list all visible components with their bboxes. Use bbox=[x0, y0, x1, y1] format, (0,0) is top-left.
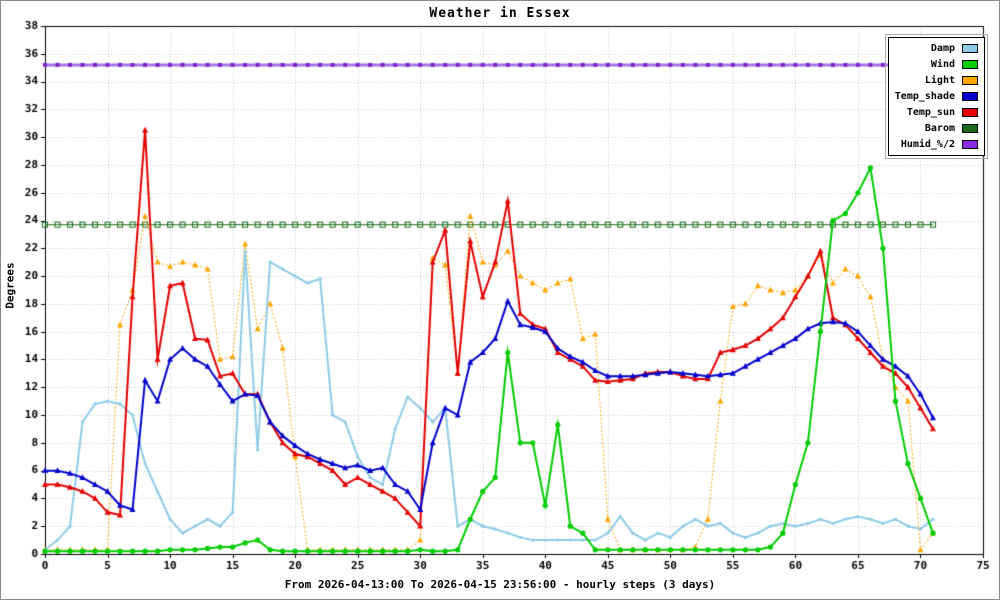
y-axis-label: Degrees bbox=[3, 262, 17, 309]
legend-label: Light bbox=[924, 75, 955, 86]
legend-swatch bbox=[962, 60, 978, 69]
legend-swatch bbox=[962, 108, 978, 117]
legend-swatch bbox=[962, 76, 978, 85]
legend-label: Wind bbox=[930, 59, 955, 70]
legend-swatch bbox=[962, 124, 978, 133]
legend-label: Barom bbox=[924, 123, 955, 134]
legend-item: Light bbox=[895, 74, 978, 87]
legend-item: Wind bbox=[895, 58, 978, 71]
legend-swatch bbox=[962, 92, 978, 101]
legend-item: Damp bbox=[895, 42, 978, 55]
legend-swatch bbox=[962, 44, 978, 53]
x-axis-label: From 2026-04-13:00 To 2026-04-15 23:56:0… bbox=[284, 578, 716, 591]
legend-item: Temp_shade bbox=[895, 90, 978, 103]
legend: Damp Wind Light Temp_shade Temp_sun Barom Humi… bbox=[884, 34, 989, 159]
legend-item: Humid_%/2 bbox=[895, 138, 978, 151]
legend-item: Temp_sun bbox=[895, 106, 978, 119]
legend-item: Barom bbox=[895, 122, 978, 135]
legend-label: Damp bbox=[930, 43, 955, 54]
legend-label: Temp_shade bbox=[894, 91, 955, 102]
chart-title: Weather in Essex bbox=[429, 6, 571, 21]
legend-label: Humid_%/2 bbox=[900, 139, 955, 150]
legend-label: Temp_sun bbox=[906, 107, 955, 118]
legend-swatch bbox=[962, 140, 978, 149]
